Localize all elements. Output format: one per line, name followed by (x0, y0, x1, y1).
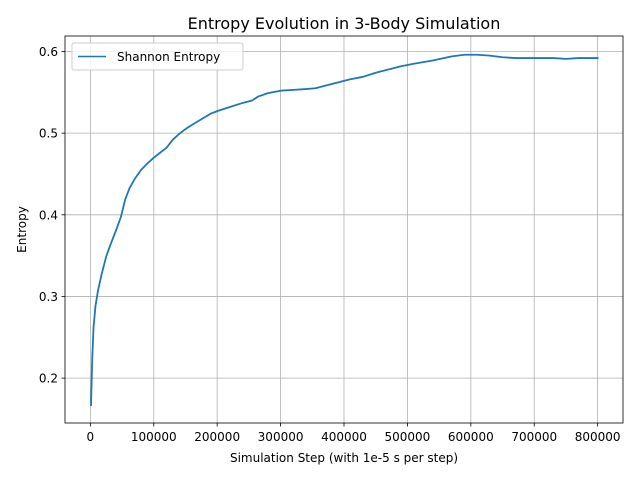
grid (65, 36, 623, 423)
legend: Shannon Entropy (71, 42, 244, 71)
x-tick-label: 200000 (194, 430, 240, 444)
x-axis: 0 100000 200000 300000 400000 500000 600000 700… (87, 423, 621, 444)
x-tick-label: 300000 (258, 430, 304, 444)
y-tick-label: 0.4 (39, 208, 58, 222)
y-tick-label: 0.2 (39, 372, 58, 386)
y-tick-label: 0.5 (39, 127, 58, 141)
x-tick-label: 600000 (448, 430, 494, 444)
x-tick-label: 800000 (575, 430, 621, 444)
series-line-shannon-entropy (90, 53, 599, 406)
y-axis-label: Entropy (15, 206, 29, 253)
y-axis: 0.2 0.3 0.4 0.5 0.6 (39, 45, 65, 386)
x-tick-label: 700000 (511, 430, 557, 444)
x-tick-label: 500000 (385, 430, 431, 444)
legend-entry: Shannon Entropy (117, 50, 220, 64)
x-tick-label: 400000 (321, 430, 367, 444)
chart-title: Entropy Evolution in 3-Body Simulation (188, 14, 501, 33)
y-tick-label: 0.3 (39, 290, 58, 304)
series-lines (90, 53, 599, 406)
legend-box (71, 42, 244, 71)
x-axis-label: Simulation Step (with 1e-5 s per step) (230, 451, 458, 465)
x-tick-label: 0 (87, 430, 95, 444)
x-tick-label: 100000 (131, 430, 177, 444)
y-tick-label: 0.6 (39, 45, 58, 59)
